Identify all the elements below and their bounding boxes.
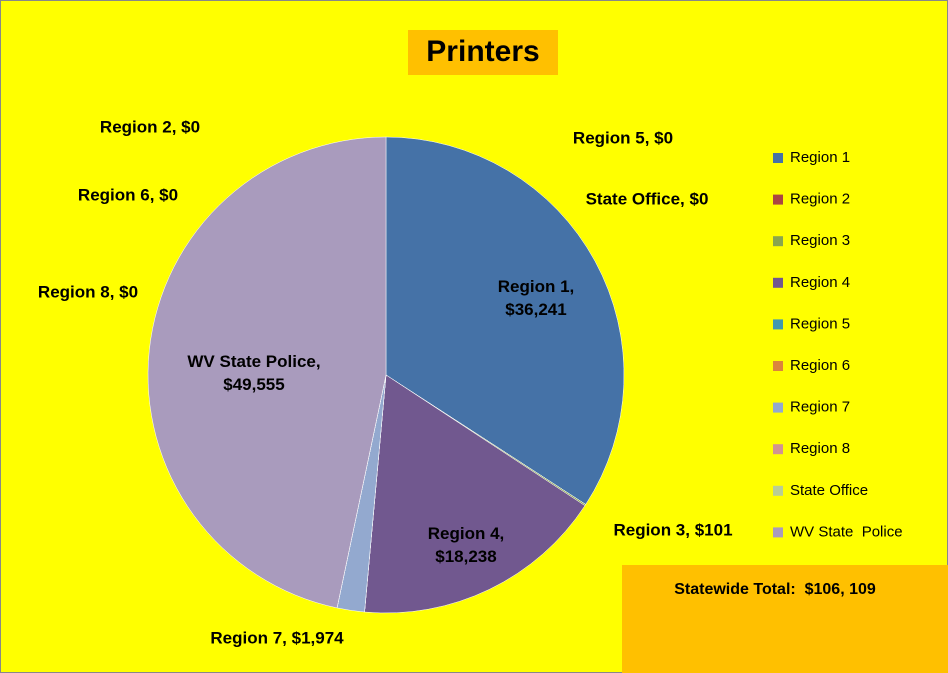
pie-slice bbox=[147, 136, 387, 609]
legend-swatch bbox=[773, 444, 783, 455]
legend-swatch bbox=[773, 361, 783, 371]
legend-swatch bbox=[773, 319, 783, 330]
legend-label: Region 3 bbox=[790, 232, 850, 249]
chart-title: Printers bbox=[426, 35, 539, 68]
legend-label: Region 8 bbox=[790, 440, 850, 457]
legend-label: Region 7 bbox=[790, 399, 850, 416]
data-label: Region 7, $1,974 bbox=[210, 628, 344, 648]
pie-slice bbox=[385, 136, 625, 505]
legend-label: WV State Police bbox=[790, 523, 903, 540]
data-label: Region 3, $101 bbox=[613, 520, 733, 540]
title-box bbox=[408, 30, 558, 75]
legend-label: State Office bbox=[790, 482, 868, 499]
data-label: State Office, $0 bbox=[585, 189, 709, 209]
legend-swatch bbox=[773, 153, 783, 163]
legend-label: Region 2 bbox=[790, 191, 850, 208]
legend-label: Region 5 bbox=[790, 315, 850, 332]
legend-swatch bbox=[773, 236, 783, 247]
legend-swatch bbox=[773, 485, 783, 496]
data-label: Region 5, $0 bbox=[572, 128, 674, 148]
legend-label: Region 1 bbox=[790, 149, 850, 166]
data-label: WV State Police, $49,555 bbox=[187, 352, 321, 394]
legend-label: Region 6 bbox=[790, 357, 850, 374]
annotation: Statewide Total: $106, 109 bbox=[674, 581, 876, 598]
legend-label: Region 4 bbox=[790, 274, 850, 291]
legend-swatch bbox=[773, 402, 783, 413]
data-label: Region 6, $0 bbox=[77, 185, 179, 205]
legend-swatch bbox=[773, 277, 783, 288]
legend-swatch bbox=[773, 194, 783, 205]
pie-slice bbox=[364, 374, 586, 614]
data-label: Region 1, $36,241 bbox=[497, 277, 575, 319]
data-label: Region 4, $18,238 bbox=[427, 524, 505, 566]
data-label: Region 2, $0 bbox=[99, 117, 201, 137]
data-label: Region 8, $0 bbox=[37, 282, 139, 302]
total-box bbox=[622, 565, 948, 673]
legend-swatch bbox=[773, 527, 783, 538]
